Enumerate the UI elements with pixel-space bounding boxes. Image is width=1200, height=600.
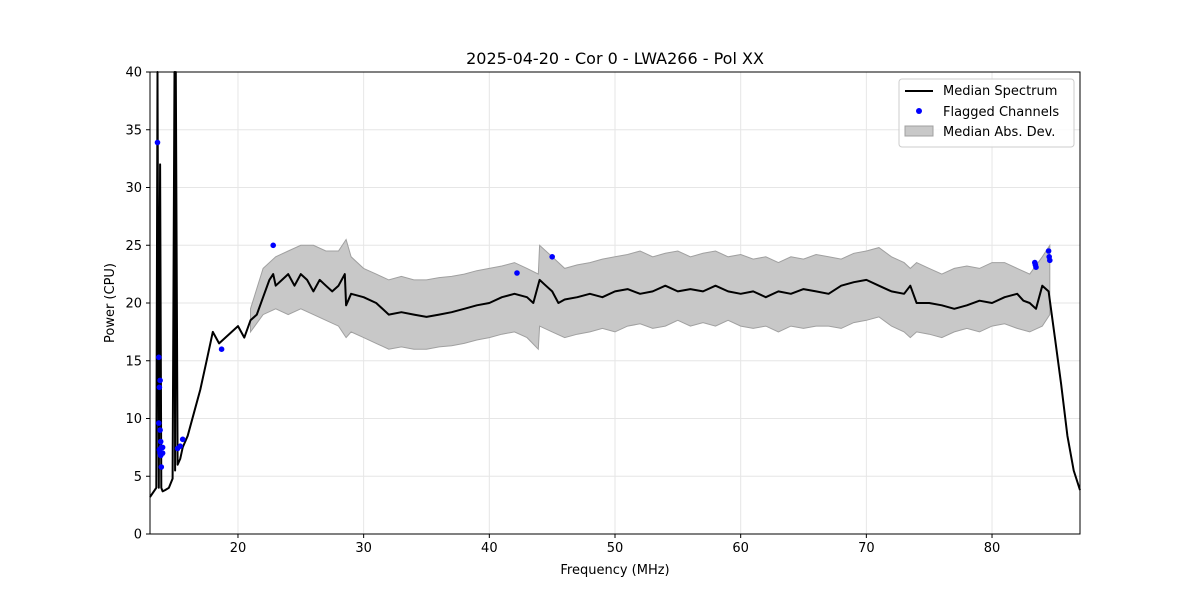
y-tick-label: 5 [134, 470, 142, 485]
flagged-channel-point [156, 354, 162, 361]
flagged-channel-point [154, 139, 161, 146]
y-tick-label: 40 [125, 66, 142, 81]
flagged-channel-point [177, 443, 183, 450]
chart-title: 2025-04-20 - Cor 0 - LWA266 - Pol XX [466, 49, 764, 68]
y-tick-label: 35 [125, 123, 142, 138]
legend-point-swatch [916, 108, 922, 114]
median-spectrum-line [149, 71, 1081, 498]
y-tick-label: 10 [125, 412, 142, 427]
y-tick-label: 20 [125, 297, 142, 312]
legend-band-swatch [904, 125, 934, 137]
flagged-channel-point [549, 253, 555, 260]
x-axis-label: Frequency (MHz) [560, 563, 669, 578]
flagged-channel-point [1033, 264, 1039, 271]
legend: Median Spectrum Flagged Channels Median … [898, 78, 1075, 148]
y-tick-label: 25 [125, 239, 142, 254]
flagged-channel-point [270, 242, 277, 249]
legend-label-flagged: Flagged Channels [943, 105, 1059, 120]
y-tick-label: 0 [134, 528, 142, 543]
x-tick-label: 60 [732, 541, 749, 556]
x-tick-label: 40 [481, 541, 498, 556]
x-axis: 20 30 40 50 60 70 80 [230, 534, 1001, 556]
median-line-layer [149, 71, 1081, 498]
y-tick-label: 15 [125, 354, 142, 369]
x-tick-label: 70 [858, 541, 875, 556]
flagged-points-layer [154, 139, 1053, 470]
mad-band [250, 238, 1051, 351]
y-axis-label: Power (CPU) [103, 263, 118, 343]
flagged-channel-point [179, 436, 186, 443]
flagged-channel-point [156, 420, 162, 426]
flagged-channel-point [158, 464, 165, 470]
y-tick-label: 30 [125, 181, 142, 196]
flagged-channel-point [159, 450, 166, 456]
mad-band-layer [250, 238, 1051, 351]
flagged-channel-point [157, 377, 163, 384]
flagged-channel-point [1045, 248, 1052, 254]
legend-label-median: Median Spectrum [943, 84, 1057, 99]
flagged-channel-point [514, 270, 520, 276]
x-tick-label: 80 [984, 541, 1001, 556]
flagged-channel-point [157, 427, 163, 433]
x-tick-label: 30 [355, 541, 372, 556]
y-axis: 0 5 10 15 20 25 30 35 40 [125, 66, 150, 543]
flagged-channel-point [156, 384, 163, 391]
flagged-channel-point [218, 346, 225, 353]
flagged-channel-point [1047, 257, 1053, 264]
flagged-channel-point [157, 438, 164, 445]
x-tick-label: 50 [607, 541, 624, 556]
legend-box [898, 78, 1075, 148]
legend-label-mad: Median Abs. Dev. [943, 125, 1055, 140]
x-tick-label: 20 [230, 541, 247, 556]
